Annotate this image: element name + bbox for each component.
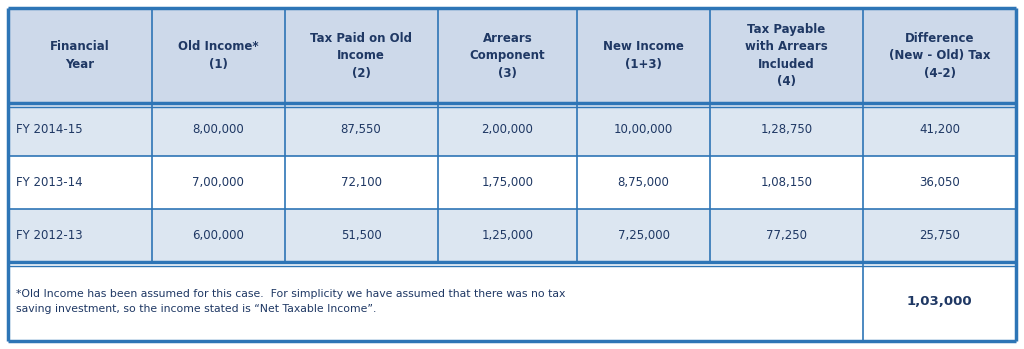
- Text: 1,28,750: 1,28,750: [761, 123, 813, 136]
- Text: 6,00,000: 6,00,000: [193, 229, 244, 242]
- Text: 77,250: 77,250: [766, 229, 807, 242]
- Text: 36,050: 36,050: [920, 176, 959, 189]
- Text: 1,25,000: 1,25,000: [481, 229, 534, 242]
- Text: 1,03,000: 1,03,000: [906, 295, 973, 308]
- Text: 7,00,000: 7,00,000: [193, 176, 244, 189]
- Bar: [8, 209, 1016, 262]
- Bar: [8, 8, 1016, 103]
- Text: 51,500: 51,500: [341, 229, 382, 242]
- Bar: [8, 262, 1016, 341]
- Text: Arrears
Component
(3): Arrears Component (3): [470, 31, 545, 80]
- Text: FY 2012-13: FY 2012-13: [16, 229, 83, 242]
- Text: Financial
Year: Financial Year: [50, 40, 110, 71]
- Text: *Old Income has been assumed for this case.  For simplicity we have assumed that: *Old Income has been assumed for this ca…: [16, 289, 565, 314]
- Text: 87,550: 87,550: [341, 123, 382, 136]
- Text: 1,75,000: 1,75,000: [481, 176, 534, 189]
- Text: 2,00,000: 2,00,000: [481, 123, 534, 136]
- Text: Difference
(New - Old) Tax
(4-2): Difference (New - Old) Tax (4-2): [889, 31, 990, 80]
- Text: 72,100: 72,100: [341, 176, 382, 189]
- Bar: [8, 156, 1016, 209]
- Text: 7,25,000: 7,25,000: [617, 229, 670, 242]
- Text: 8,00,000: 8,00,000: [193, 123, 244, 136]
- Text: Tax Paid on Old
Income
(2): Tax Paid on Old Income (2): [310, 31, 412, 80]
- Text: 25,750: 25,750: [920, 229, 959, 242]
- Text: New Income
(1+3): New Income (1+3): [603, 40, 684, 71]
- Text: Tax Payable
with Arrears
Included
(4): Tax Payable with Arrears Included (4): [745, 23, 828, 88]
- Text: FY 2013-14: FY 2013-14: [16, 176, 83, 189]
- Text: 10,00,000: 10,00,000: [614, 123, 673, 136]
- Text: 8,75,000: 8,75,000: [617, 176, 670, 189]
- Bar: [8, 103, 1016, 156]
- Text: FY 2014-15: FY 2014-15: [16, 123, 83, 136]
- Text: 1,08,150: 1,08,150: [761, 176, 813, 189]
- Text: Old Income*
(1): Old Income* (1): [178, 40, 258, 71]
- Text: 41,200: 41,200: [919, 123, 961, 136]
